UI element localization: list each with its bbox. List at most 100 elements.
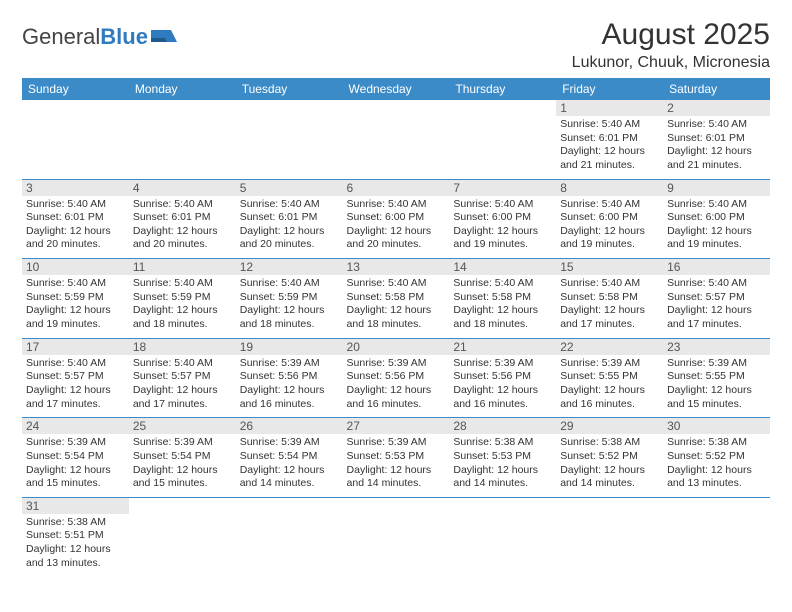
calendar-cell: 21Sunrise: 5:39 AMSunset: 5:56 PMDayligh… [449, 338, 556, 418]
sunset-line: Sunset: 6:01 PM [560, 132, 659, 146]
day-header: Monday [129, 78, 236, 100]
sunrise-line: Sunrise: 5:40 AM [453, 198, 552, 212]
daylight-line: Daylight: 12 hours and 13 minutes. [26, 543, 125, 570]
calendar-cell: 12Sunrise: 5:40 AMSunset: 5:59 PMDayligh… [236, 259, 343, 339]
daylight-line: Daylight: 12 hours and 13 minutes. [667, 464, 766, 491]
calendar-cell: 10Sunrise: 5:40 AMSunset: 5:59 PMDayligh… [22, 259, 129, 339]
day-number: 2 [663, 100, 770, 116]
daylight-line: Daylight: 12 hours and 14 minutes. [453, 464, 552, 491]
daylight-line: Daylight: 12 hours and 21 minutes. [560, 145, 659, 172]
sunset-line: Sunset: 6:01 PM [667, 132, 766, 146]
daylight-line: Daylight: 12 hours and 14 minutes. [240, 464, 339, 491]
sunrise-line: Sunrise: 5:39 AM [347, 436, 446, 450]
day-info: Sunrise: 5:39 AMSunset: 5:56 PMDaylight:… [453, 357, 552, 412]
sunrise-line: Sunrise: 5:39 AM [240, 436, 339, 450]
sunset-line: Sunset: 5:52 PM [667, 450, 766, 464]
sunrise-line: Sunrise: 5:40 AM [347, 277, 446, 291]
day-info: Sunrise: 5:40 AMSunset: 5:58 PMDaylight:… [560, 277, 659, 332]
sunset-line: Sunset: 6:01 PM [133, 211, 232, 225]
day-info: Sunrise: 5:40 AMSunset: 5:59 PMDaylight:… [133, 277, 232, 332]
sunrise-line: Sunrise: 5:40 AM [26, 277, 125, 291]
day-info: Sunrise: 5:40 AMSunset: 6:00 PMDaylight:… [560, 198, 659, 253]
calendar-body: 1Sunrise: 5:40 AMSunset: 6:01 PMDaylight… [22, 100, 770, 576]
day-info: Sunrise: 5:40 AMSunset: 6:01 PMDaylight:… [560, 118, 659, 173]
calendar-table: SundayMondayTuesdayWednesdayThursdayFrid… [22, 78, 770, 576]
sunrise-line: Sunrise: 5:40 AM [453, 277, 552, 291]
daylight-line: Daylight: 12 hours and 19 minutes. [453, 225, 552, 252]
day-info: Sunrise: 5:40 AMSunset: 6:01 PMDaylight:… [26, 198, 125, 253]
day-number: 20 [343, 339, 450, 355]
day-number: 10 [22, 259, 129, 275]
calendar-row: 1Sunrise: 5:40 AMSunset: 6:01 PMDaylight… [22, 100, 770, 179]
sunset-line: Sunset: 6:00 PM [667, 211, 766, 225]
day-number: 9 [663, 180, 770, 196]
sunrise-line: Sunrise: 5:40 AM [667, 118, 766, 132]
daylight-line: Daylight: 12 hours and 18 minutes. [133, 304, 232, 331]
day-info: Sunrise: 5:40 AMSunset: 6:01 PMDaylight:… [667, 118, 766, 173]
daylight-line: Daylight: 12 hours and 18 minutes. [240, 304, 339, 331]
sunrise-line: Sunrise: 5:40 AM [667, 198, 766, 212]
calendar-cell: 19 Sunrise: 5:39 AMSunset: 5:56 PMDayligh… [236, 338, 343, 418]
day-number: 3 [22, 180, 129, 196]
calendar-cell: 14Sunrise: 5:40 AMSunset: 5:58 PMDayligh… [449, 259, 556, 339]
sunset-line: Sunset: 5:56 PM [453, 370, 552, 384]
sunrise-line: Sunrise: 5:38 AM [667, 436, 766, 450]
calendar-cell: 29Sunrise: 5:38 AMSunset: 5:52 PMDayligh… [556, 418, 663, 498]
daylight-line: Daylight: 12 hours and 19 minutes. [560, 225, 659, 252]
calendar-cell: 26 Sunrise: 5:39 AMSunset: 5:54 PMDayligh… [236, 418, 343, 498]
sunset-line: Sunset: 6:00 PM [453, 211, 552, 225]
day-info: Sunrise: 5:40 AMSunset: 5:57 PMDaylight:… [133, 357, 232, 412]
calendar-cell: 16Sunrise: 5:40 AMSunset: 5:57 PMDayligh… [663, 259, 770, 339]
sunrise-line: Sunrise: 5:38 AM [453, 436, 552, 450]
day-info: Sunrise: 5:39 AMSunset: 5:54 PMDaylight:… [133, 436, 232, 491]
day-header: Thursday [449, 78, 556, 100]
daylight-line: Daylight: 12 hours and 18 minutes. [347, 304, 446, 331]
calendar-row: 31Sunrise: 5:38 AMSunset: 5:51 PMDayligh… [22, 497, 770, 576]
daylight-line: Daylight: 12 hours and 14 minutes. [560, 464, 659, 491]
month-title: August 2025 [572, 18, 770, 52]
calendar-cell: 24Sunrise: 5:39 AMSunset: 5:54 PMDayligh… [22, 418, 129, 498]
day-info: Sunrise: 5:39 AMSunset: 5:54 PMDaylight:… [240, 436, 339, 491]
sunrise-line: Sunrise: 5:40 AM [347, 198, 446, 212]
calendar-cell: 17Sunrise: 5:40 AMSunset: 5:57 PMDayligh… [22, 338, 129, 418]
sunset-line: Sunset: 5:58 PM [560, 291, 659, 305]
sunset-line: Sunset: 5:51 PM [26, 529, 125, 543]
calendar-cell [22, 100, 129, 179]
sunrise-line: Sunrise: 5:39 AM [133, 436, 232, 450]
day-header: Saturday [663, 78, 770, 100]
day-number: 19 [236, 339, 343, 355]
day-number: 28 [449, 418, 556, 434]
calendar-cell: 2 Sunrise: 5:40 AMSunset: 6:01 PMDaylight… [663, 100, 770, 179]
day-number: 26 [236, 418, 343, 434]
calendar-cell: 20Sunrise: 5:39 AMSunset: 5:56 PMDayligh… [343, 338, 450, 418]
sunrise-line: Sunrise: 5:39 AM [347, 357, 446, 371]
brand-word1: General [22, 24, 100, 50]
brand-logo: GeneralBlue [22, 24, 177, 50]
calendar-cell: 4Sunrise: 5:40 AMSunset: 6:01 PMDaylight… [129, 179, 236, 259]
daylight-line: Daylight: 12 hours and 14 minutes. [347, 464, 446, 491]
day-info: Sunrise: 5:40 AMSunset: 5:58 PMDaylight:… [453, 277, 552, 332]
day-info: Sunrise: 5:40 AMSunset: 5:59 PMDaylight:… [240, 277, 339, 332]
day-info: Sunrise: 5:38 AMSunset: 5:52 PMDaylight:… [560, 436, 659, 491]
daylight-line: Daylight: 12 hours and 17 minutes. [26, 384, 125, 411]
day-number: 11 [129, 259, 236, 275]
sunrise-line: Sunrise: 5:40 AM [133, 198, 232, 212]
calendar-row: 24Sunrise: 5:39 AMSunset: 5:54 PMDayligh… [22, 418, 770, 498]
day-number: 8 [556, 180, 663, 196]
day-info: Sunrise: 5:39 AMSunset: 5:53 PMDaylight:… [347, 436, 446, 491]
day-info: Sunrise: 5:40 AMSunset: 5:57 PMDaylight:… [26, 357, 125, 412]
sunrise-line: Sunrise: 5:40 AM [240, 277, 339, 291]
day-info: Sunrise: 5:40 AMSunset: 6:01 PMDaylight:… [240, 198, 339, 253]
day-number: 4 [129, 180, 236, 196]
calendar-row: 17Sunrise: 5:40 AMSunset: 5:57 PMDayligh… [22, 338, 770, 418]
day-info: Sunrise: 5:39 AMSunset: 5:56 PMDaylight:… [240, 357, 339, 412]
sunset-line: Sunset: 5:53 PM [347, 450, 446, 464]
sunset-line: Sunset: 5:54 PM [133, 450, 232, 464]
sunrise-line: Sunrise: 5:39 AM [560, 357, 659, 371]
daylight-line: Daylight: 12 hours and 15 minutes. [133, 464, 232, 491]
daylight-line: Daylight: 12 hours and 20 minutes. [240, 225, 339, 252]
day-number: 13 [343, 259, 450, 275]
calendar-cell: 9Sunrise: 5:40 AMSunset: 6:00 PMDaylight… [663, 179, 770, 259]
sunrise-line: Sunrise: 5:40 AM [26, 198, 125, 212]
sunrise-line: Sunrise: 5:40 AM [133, 277, 232, 291]
